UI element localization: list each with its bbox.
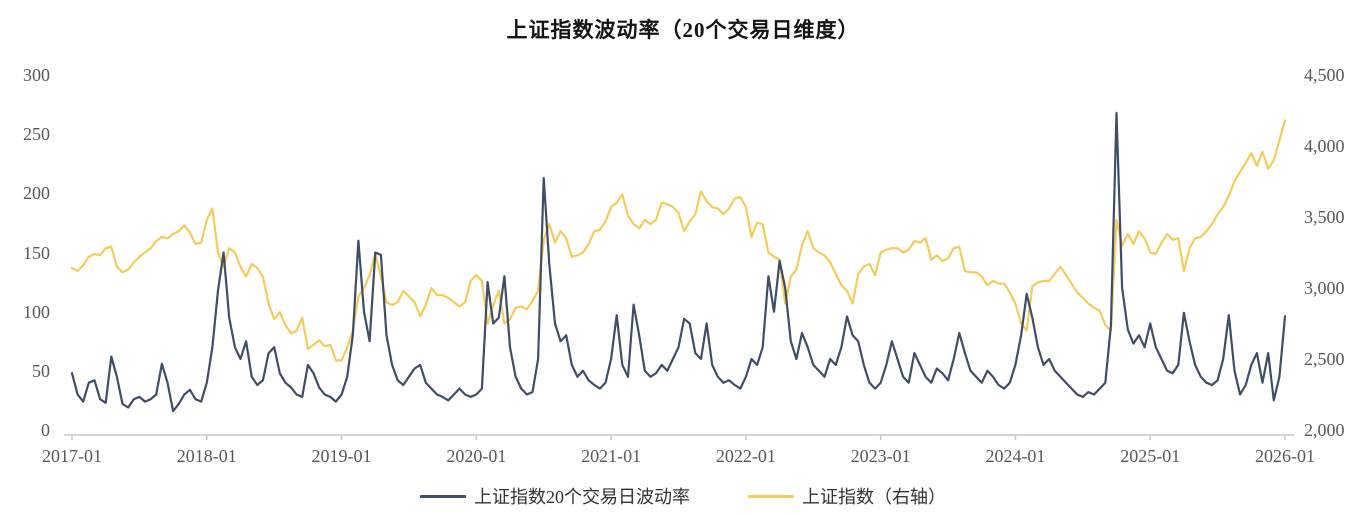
volatility-line [70, 111, 1287, 413]
right-tick-label: 4,000 [1304, 136, 1345, 156]
x-tick-label: 2024-01 [985, 446, 1046, 466]
x-tick-label: 2018-01 [176, 446, 237, 466]
left-tick-label: 0 [41, 420, 50, 440]
x-tick-label: 2019-01 [311, 446, 372, 466]
right-tick-label: 3,500 [1304, 207, 1345, 227]
left-tick-label: 100 [23, 301, 50, 322]
x-tick-label: 2021-01 [581, 446, 642, 466]
left-tick-label: 50 [32, 360, 50, 381]
right-tick-label: 2,000 [1304, 420, 1345, 440]
x-tick-label: 2025-01 [1120, 446, 1181, 466]
right-tick-label: 2,500 [1304, 349, 1345, 369]
x-tick-label: 2023-01 [850, 446, 911, 466]
legend-item-index: 上证指数（右轴） [748, 483, 946, 509]
legend-label-index: 上证指数（右轴） [802, 487, 946, 507]
x-tick-label: 2017-01 [42, 446, 102, 466]
legend-item-volatility: 上证指数20个交易日波动率 [420, 483, 690, 509]
x-tick-label: 2020-01 [446, 446, 507, 466]
left-tick-label: 250 [23, 124, 50, 145]
left-tick-label: 200 [23, 183, 50, 204]
x-tick-label: 2022-01 [715, 446, 776, 466]
index-line [70, 119, 1287, 362]
right-tick-label: 4,500 [1304, 65, 1345, 85]
left-tick-label: 150 [23, 242, 50, 263]
chart-title: 上证指数波动率（20个交易日维度） [506, 18, 860, 42]
legend: 上证指数20个交易日波动率 上证指数（右轴） [0, 483, 1366, 509]
volatility-line-swatch [420, 494, 466, 498]
left-tick-label: 300 [23, 65, 50, 85]
index-line-swatch [748, 494, 794, 498]
x-tick-label: 2026-01 [1255, 446, 1315, 466]
legend-label-volatility: 上证指数20个交易日波动率 [474, 487, 690, 507]
right-tick-label: 3,000 [1304, 278, 1345, 298]
